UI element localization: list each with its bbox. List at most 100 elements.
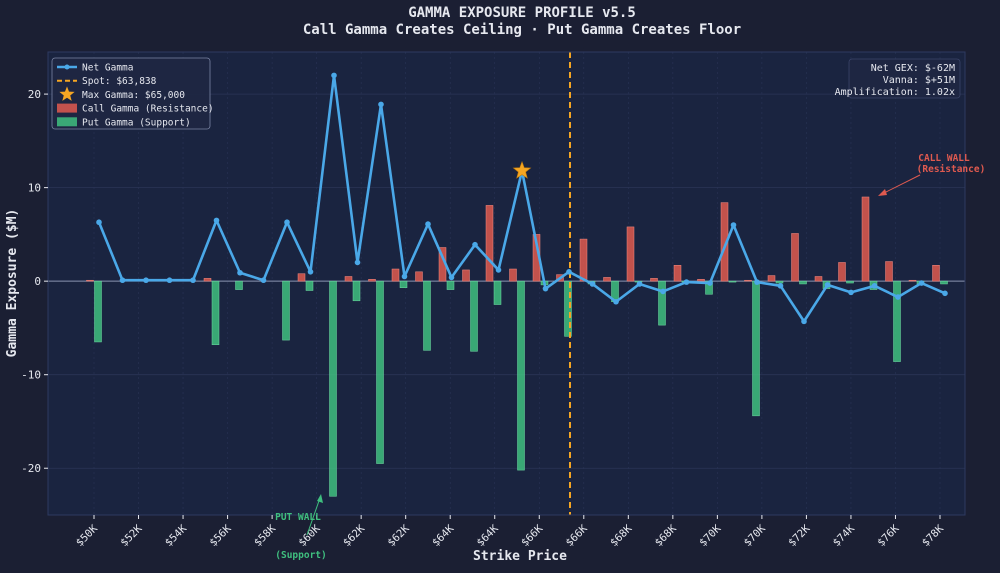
put-gamma-bar xyxy=(658,280,666,326)
put-gamma-bar xyxy=(423,280,431,351)
call-gamma-bar xyxy=(415,271,423,282)
legend-label: Put Gamma (Support) xyxy=(82,117,191,128)
chart-title: GAMMA EXPOSURE PROFILE v5.5 xyxy=(408,5,636,21)
legend-label: Max Gamma: $65,000 xyxy=(82,90,185,101)
net-gamma-point xyxy=(660,288,666,295)
call-gamma-bar xyxy=(791,233,799,282)
legend-line-marker xyxy=(64,64,70,70)
net-gamma-point xyxy=(871,283,878,289)
put-gamma-bar xyxy=(446,280,455,290)
call-wall-arrowhead xyxy=(878,189,887,196)
legend-label: Call Gamma (Resistance) xyxy=(82,104,214,115)
call-gamma-bar xyxy=(579,238,588,282)
call-gamma-bar xyxy=(86,279,94,282)
net-gamma-point xyxy=(237,269,243,276)
net-gamma-point xyxy=(307,269,314,275)
put-gamma-bar xyxy=(893,280,901,362)
plot-frame xyxy=(47,51,966,516)
net-gamma-point xyxy=(119,277,126,284)
put-gamma-bar xyxy=(282,280,290,341)
net-gamma-point xyxy=(942,290,948,297)
net-gamma-point xyxy=(331,72,337,79)
net-gamma-point xyxy=(683,279,690,285)
y-tick-label: -20 xyxy=(21,462,41,475)
bars-group xyxy=(86,196,948,497)
put-gamma-bar xyxy=(211,280,220,346)
x-axis-label: Strike Price xyxy=(473,549,567,564)
y-tick-label: 0 xyxy=(34,275,41,288)
net-gamma-point xyxy=(401,273,408,280)
put-gamma-bar xyxy=(775,280,784,284)
call-gamma-bar xyxy=(344,276,353,282)
put-gamma-bar xyxy=(728,280,737,283)
call-gamma-bar xyxy=(885,261,893,282)
call-gamma-bar xyxy=(485,205,494,282)
put-gamma-bar xyxy=(517,280,525,471)
call-gamma-bar xyxy=(861,196,870,282)
net-gamma-point xyxy=(613,298,619,305)
put-gamma-bar xyxy=(564,280,572,337)
net-gamma-point xyxy=(801,318,807,325)
net-gamma-point xyxy=(472,241,478,248)
chart-subtitle: Call Gamma Creates Ceiling · Put Gamma C… xyxy=(303,22,741,38)
net-gamma-point xyxy=(495,267,502,273)
y-tick-label: -10 xyxy=(21,369,41,382)
net-gamma-point xyxy=(190,277,196,284)
call-gamma-bar xyxy=(509,268,517,282)
net-gamma-point xyxy=(730,222,737,228)
call-gamma-bar xyxy=(908,279,917,282)
y-axis-label: Gamma Exposure ($M) xyxy=(5,209,20,358)
net-gamma-point xyxy=(777,283,784,289)
net-gamma-point xyxy=(96,219,102,226)
put-gamma-bar xyxy=(329,280,337,497)
call-gamma-bar xyxy=(673,265,682,282)
put-gamma-bar xyxy=(940,280,948,285)
net-gamma-point xyxy=(260,277,267,284)
info-box-line: Net GEX: $-62M xyxy=(871,63,955,74)
put-gamma-bar xyxy=(470,280,478,352)
call-gamma-bar xyxy=(603,277,611,282)
put-gamma-bar xyxy=(846,280,854,284)
call-gamma-bar xyxy=(697,279,705,282)
put-gamma-bar xyxy=(352,280,361,302)
call-wall-label: CALL WALL xyxy=(918,153,970,164)
net-gamma-point xyxy=(213,217,220,224)
call-gamma-bar xyxy=(462,269,470,282)
legend-bar-swatch xyxy=(57,103,77,113)
call-gamma-bar xyxy=(650,278,658,282)
call-wall-sublabel: (Resistance) xyxy=(917,164,986,175)
put-gamma-bar xyxy=(799,280,807,285)
net-gamma-point xyxy=(589,281,596,287)
put-gamma-bar xyxy=(94,280,102,343)
call-gamma-bar xyxy=(368,279,376,282)
put-wall-label: PUT WALL xyxy=(275,512,321,523)
y-tick-label: 10 xyxy=(28,182,41,195)
info-box-line: Amplification: 1.02x xyxy=(835,87,955,98)
put-gamma-bar xyxy=(752,280,760,417)
call-gamma-bar xyxy=(203,278,212,282)
net-gamma-line-group xyxy=(96,72,948,325)
net-gamma-point xyxy=(354,259,361,266)
net-gamma-point xyxy=(542,285,549,292)
put-gamma-bar xyxy=(235,280,243,290)
legend-bar-swatch xyxy=(57,117,77,127)
y-tick-label: 20 xyxy=(28,88,41,101)
net-gamma-point xyxy=(284,219,290,226)
legend-star-icon xyxy=(59,86,75,101)
info-box-line: Vanna: $+51M xyxy=(883,75,955,86)
net-gamma-point xyxy=(566,269,572,275)
net-gamma-point xyxy=(848,289,854,296)
legend-label: Net Gamma xyxy=(82,63,133,74)
legend-box xyxy=(51,57,211,130)
net-gamma-point xyxy=(707,280,713,286)
info-box-frame xyxy=(848,58,961,99)
net-gamma-point xyxy=(378,101,384,108)
net-gamma-point xyxy=(166,277,173,284)
put-wall-arrow xyxy=(306,497,321,536)
put-wall-sublabel: (Support) xyxy=(275,550,326,561)
call-gamma-bar xyxy=(297,273,306,282)
call-gamma-bar xyxy=(391,268,400,282)
